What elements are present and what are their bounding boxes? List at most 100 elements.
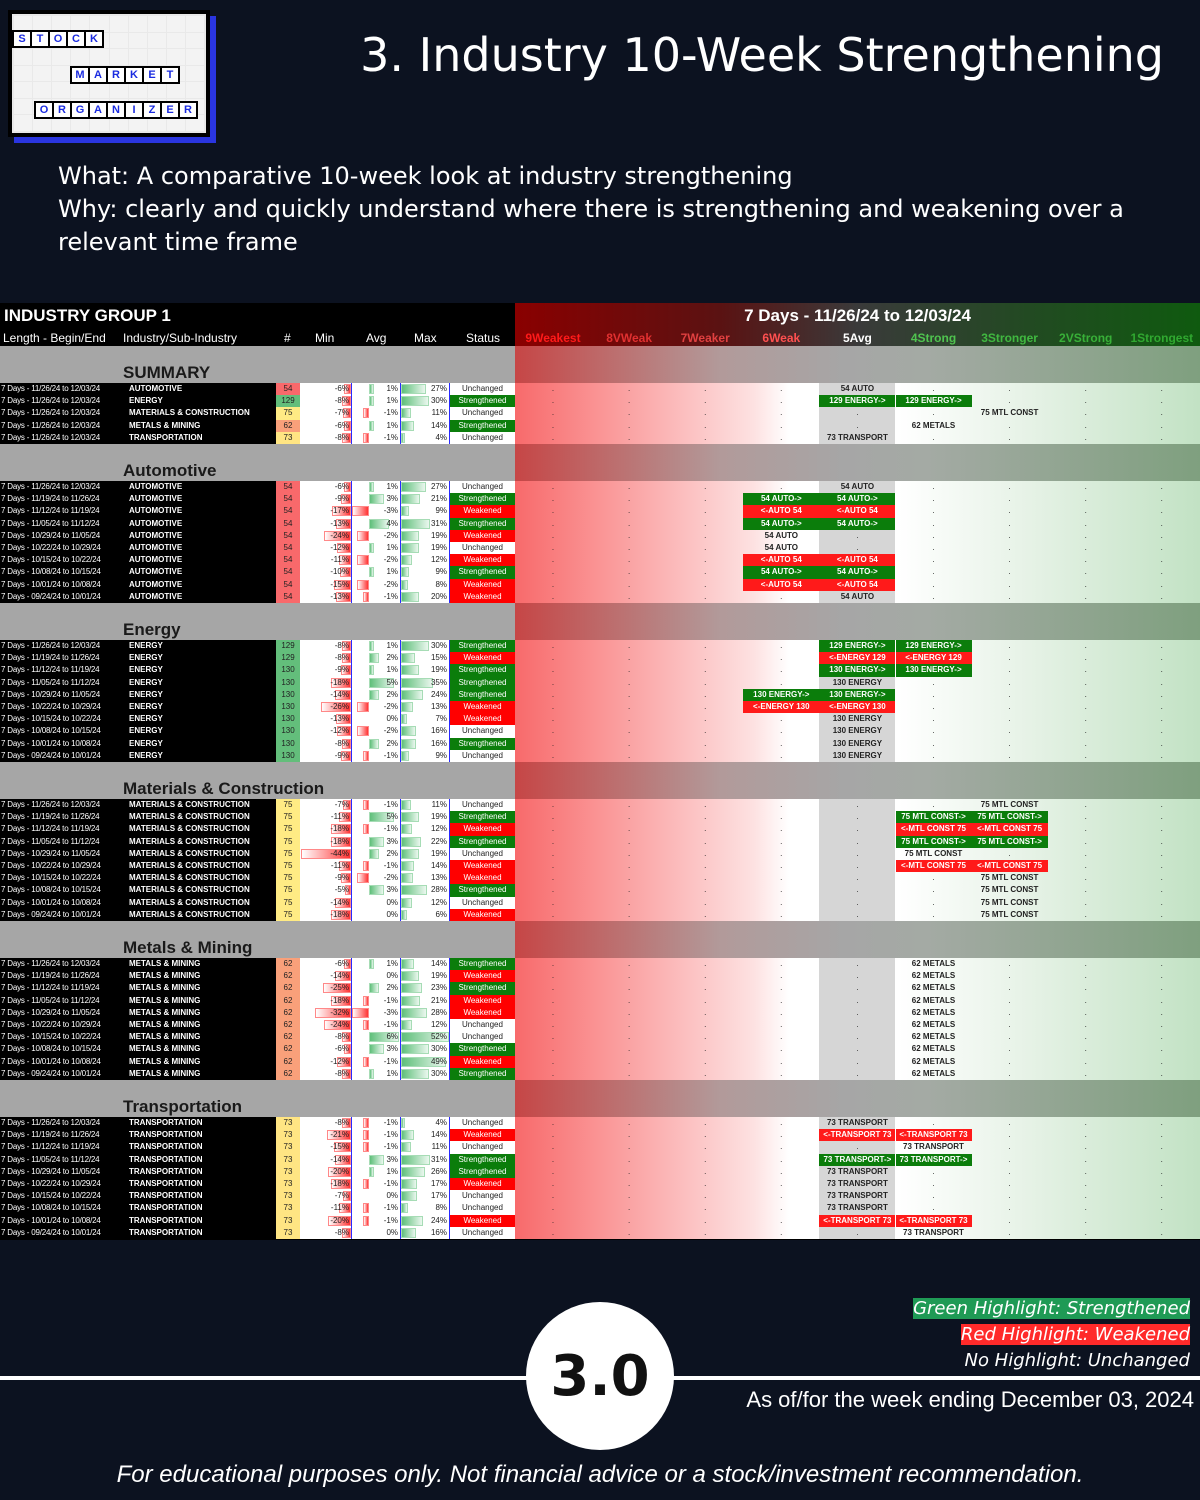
strength-cell-empty: .	[627, 518, 631, 528]
table-row: 7 Days - 10/15/24 to 10/22/24 ENERGY 130 -1…	[0, 713, 1200, 726]
row-date-range: 7 Days - 10/15/24 to 10/22/24	[1, 1032, 101, 1042]
strength-cell-empty: .	[932, 677, 935, 687]
strength-cell-empty: .	[1008, 1191, 1011, 1201]
max-bar	[401, 1191, 417, 1202]
strength-cell-empty: .	[627, 1191, 631, 1201]
row-min: -14%	[300, 970, 351, 983]
strength-row: ..... 62 METALS...	[515, 994, 1200, 1007]
row-avg: -1%	[351, 994, 400, 1007]
strength-cell-label: 73 TRANSPORT	[826, 1191, 888, 1201]
status-badge: Unchanged	[450, 1202, 515, 1215]
strength-cell-empty: .	[551, 1215, 555, 1225]
strength-cell-empty: .	[932, 432, 935, 442]
status-badge: Weakened	[450, 860, 515, 873]
row-industry: METALS & MINING	[129, 1007, 201, 1017]
min-value: -20%	[330, 1215, 349, 1225]
strength-cell-empty: .	[551, 726, 555, 736]
strength-cell-empty: .	[932, 494, 935, 504]
max-bar	[401, 824, 413, 835]
row-industry: TRANSPORTATION	[129, 1118, 203, 1127]
min-value: -9%	[334, 665, 349, 675]
status-badge: Strengthened	[450, 958, 515, 971]
strength-cell-empty: .	[780, 1118, 783, 1127]
max-bar	[401, 1203, 409, 1214]
row-max: 23%	[400, 982, 450, 995]
strength-cell-empty: .	[1084, 530, 1087, 540]
strength-cell-empty: .	[1084, 1203, 1087, 1213]
strength-cell-empty: .	[1008, 543, 1011, 552]
strength-cell-label: 130 ENERGY->	[819, 664, 896, 677]
strength-cell-empty: .	[856, 897, 859, 907]
avg-column-band	[819, 1202, 895, 1215]
strength-cell-empty: .	[1084, 983, 1087, 993]
strength-cell-empty: .	[704, 1068, 707, 1078]
max-bar	[401, 1118, 405, 1128]
row-max: 31%	[400, 517, 450, 530]
strength-cell-empty: .	[1084, 702, 1087, 711]
logo-tile	[109, 32, 128, 49]
min-value: -18%	[330, 995, 349, 1005]
status-badge: Weakened	[450, 1055, 515, 1068]
row-max: 14%	[400, 958, 450, 971]
row-avg: -1%	[351, 431, 400, 444]
min-value: -8%	[334, 396, 349, 406]
max-bar	[401, 1142, 412, 1153]
max-bar	[401, 641, 429, 651]
section-title: Automotive	[123, 461, 217, 480]
row-date-range: 7 Days - 11/19/24 to 11/26/24	[1, 971, 100, 981]
row-avg: 3%	[351, 835, 400, 848]
strength-cell-empty: .	[627, 506, 631, 516]
strength-cell-empty: .	[1084, 641, 1087, 650]
strength-cell-empty: .	[780, 873, 783, 883]
max-value: 27%	[430, 384, 447, 393]
status-badge: Unchanged	[450, 896, 515, 909]
strength-cell-empty: .	[780, 971, 783, 981]
strength-cell-empty: .	[551, 1179, 555, 1188]
strength-cell-empty: .	[627, 1179, 631, 1188]
min-bar	[322, 983, 351, 994]
strength-cell-empty: .	[704, 653, 707, 663]
row-industry: MATERIALS & CONSTRUCTION	[129, 909, 250, 919]
strength-cell-label: 54 AUTO	[840, 384, 875, 393]
strength-cell-empty: .	[780, 1203, 783, 1213]
row-max: 19%	[400, 664, 450, 677]
row-avg: -1%	[351, 1055, 400, 1068]
row-avg: -2%	[351, 578, 400, 591]
strength-cell-label: 75 MTL CONST	[980, 800, 1039, 809]
row-industry: MATERIALS & CONSTRUCTION	[129, 848, 250, 858]
strength-cell-empty: .	[932, 885, 935, 895]
max-value: 52%	[430, 1032, 447, 1042]
row-max: 30%	[400, 395, 450, 408]
status-badge: Unchanged	[450, 383, 515, 396]
row-min: -11%	[300, 1202, 351, 1215]
strength-cell-empty: .	[551, 384, 555, 393]
status-badge: Strengthened	[450, 664, 515, 677]
strength-cell-empty: .	[856, 861, 859, 870]
row-industry: ENERGY	[129, 714, 163, 724]
strength-cell-label: 130 ENERGY->	[895, 664, 972, 677]
avg-value: -3%	[383, 506, 398, 516]
avg-bar	[369, 494, 384, 505]
strength-cell-empty: .	[704, 702, 707, 711]
max-bar	[401, 1056, 447, 1067]
row-count: 54	[276, 554, 300, 567]
row-max: 30%	[400, 640, 450, 653]
table-row: 7 Days - 11/26/24 to 12/03/24 METALS & MI…	[0, 958, 1200, 971]
strength-cell-empty: .	[1084, 824, 1087, 834]
avg-value: -1%	[383, 800, 398, 809]
strength-cell-empty: .	[1084, 885, 1087, 895]
strength-row: ..... 62 METALS...	[515, 958, 1200, 971]
table-row: 7 Days - 10/29/24 to 11/05/24 AUTOMOTIVE 5…	[0, 529, 1200, 542]
row-industry: ENERGY	[129, 653, 163, 663]
strength-cell-empty: .	[780, 812, 783, 822]
status-badge: Unchanged	[450, 1117, 515, 1130]
strength-cell-label: 129 ENERGY->	[895, 640, 972, 653]
status-badge: Unchanged	[450, 1141, 515, 1154]
row-count: 75	[276, 407, 300, 420]
row-count: 54	[276, 578, 300, 591]
strength-cell-empty: .	[627, 408, 631, 418]
min-bar	[343, 800, 351, 810]
strength-cell-empty: .	[627, 1142, 631, 1152]
min-bar	[330, 677, 351, 688]
